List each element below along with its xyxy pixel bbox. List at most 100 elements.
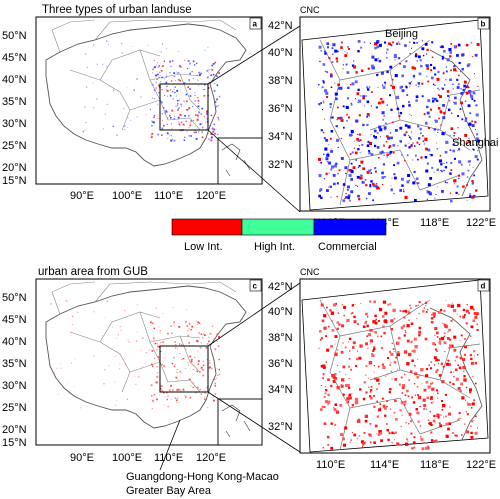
urban-pixel — [164, 95, 166, 96]
urban-pixel — [149, 80, 151, 82]
urban-pixel — [378, 307, 383, 312]
urban-pixel — [378, 157, 380, 159]
urban-pixel — [359, 344, 363, 348]
urban-pixel — [336, 60, 339, 63]
urban-pixel — [460, 334, 463, 337]
urban-pixel — [405, 131, 408, 134]
urban-pixel — [400, 444, 403, 447]
urban-pixel — [441, 45, 444, 49]
urban-pixel — [450, 69, 452, 72]
urban-pixel — [337, 172, 339, 175]
urban-pixel — [201, 126, 204, 129]
urban-pixel — [376, 146, 380, 149]
urban-pixel — [327, 393, 330, 397]
urban-pixel — [381, 150, 384, 153]
urban-pixel — [441, 400, 443, 402]
urban-pixel — [473, 99, 476, 102]
urban-pixel — [441, 87, 445, 90]
urban-pixel — [328, 161, 332, 165]
urban-pixel — [430, 108, 432, 111]
urban-pixel — [472, 167, 474, 168]
urban-pixel — [321, 405, 324, 408]
urban-pixel — [175, 95, 178, 97]
urban-pixel — [166, 123, 168, 125]
urban-pixel — [157, 73, 159, 76]
urban-pixel — [151, 125, 153, 127]
urban-pixel — [170, 123, 172, 125]
urban-pixel — [477, 85, 479, 87]
urban-pixel — [356, 175, 360, 179]
urban-pixel — [430, 402, 433, 404]
panel-c-zoom-box — [159, 345, 209, 393]
urban-pixel — [336, 327, 339, 330]
urban-pixel — [187, 86, 189, 88]
urban-pixel — [155, 381, 158, 384]
urban-pixel — [185, 320, 187, 323]
urban-pixel — [426, 408, 428, 410]
urban-pixel — [374, 42, 378, 46]
urban-pixel — [425, 447, 428, 450]
urban-pixel — [197, 99, 200, 102]
urban-pixel — [466, 176, 469, 178]
urban-pixel — [373, 371, 375, 373]
urban-pixel — [444, 84, 446, 86]
urban-pixel — [318, 45, 322, 49]
urban-pixel — [394, 74, 398, 78]
urban-pixel — [336, 410, 340, 414]
urban-pixel — [352, 341, 356, 345]
urban-pixel — [441, 190, 444, 193]
urban-pixel — [337, 117, 340, 120]
urban-pixel — [179, 64, 181, 67]
urban-pixel — [116, 400, 118, 402]
urban-pixel — [433, 66, 436, 70]
urban-pixel — [369, 395, 372, 398]
urban-pixel — [155, 82, 157, 84]
panel-c-y-ticks: 50°N 45°N 40°N 35°N 30°N 25°N 20°N 15°N — [2, 292, 27, 449]
urban-pixel — [455, 45, 457, 47]
urban-pixel — [406, 324, 410, 328]
y-tick: 30°N — [2, 118, 27, 130]
urban-pixel — [343, 305, 347, 309]
urban-pixel — [381, 397, 384, 400]
urban-pixel — [340, 384, 344, 388]
urban-pixel — [404, 394, 407, 397]
urban-pixel — [449, 344, 452, 348]
urban-pixel — [145, 352, 147, 353]
urban-pixel — [67, 381, 69, 383]
urban-pixel — [326, 160, 329, 163]
urban-pixel — [170, 80, 173, 82]
urban-pixel — [71, 315, 74, 318]
urban-pixel — [347, 185, 350, 189]
urban-pixel — [365, 95, 367, 97]
urban-pixel — [391, 441, 393, 444]
urban-pixel — [417, 395, 422, 400]
urban-pixel — [335, 57, 338, 60]
urban-pixel — [117, 334, 119, 336]
urban-pixel — [412, 74, 416, 78]
urban-pixel — [351, 393, 353, 395]
urban-pixel — [156, 366, 158, 368]
urban-pixel — [173, 139, 176, 142]
urban-pixel — [130, 119, 132, 121]
urban-pixel — [60, 367, 62, 369]
urban-pixel — [356, 419, 361, 423]
urban-pixel — [358, 198, 361, 201]
urban-pixel — [203, 116, 205, 117]
urban-pixel — [344, 346, 347, 349]
urban-pixel — [417, 304, 419, 306]
urban-pixel — [418, 85, 420, 88]
urban-pixel — [360, 46, 363, 49]
urban-pixel — [217, 374, 219, 377]
urban-pixel — [214, 61, 217, 64]
urban-pixel — [424, 121, 428, 125]
urban-pixel — [216, 75, 218, 77]
urban-pixel — [408, 423, 410, 425]
urban-pixel — [425, 368, 428, 371]
urban-pixel — [106, 103, 108, 105]
urban-pixel — [368, 169, 371, 172]
urban-pixel — [212, 73, 215, 76]
urban-pixel — [329, 103, 332, 106]
urban-pixel — [377, 335, 379, 338]
urban-pixel — [426, 53, 428, 55]
urban-pixel — [454, 96, 457, 100]
